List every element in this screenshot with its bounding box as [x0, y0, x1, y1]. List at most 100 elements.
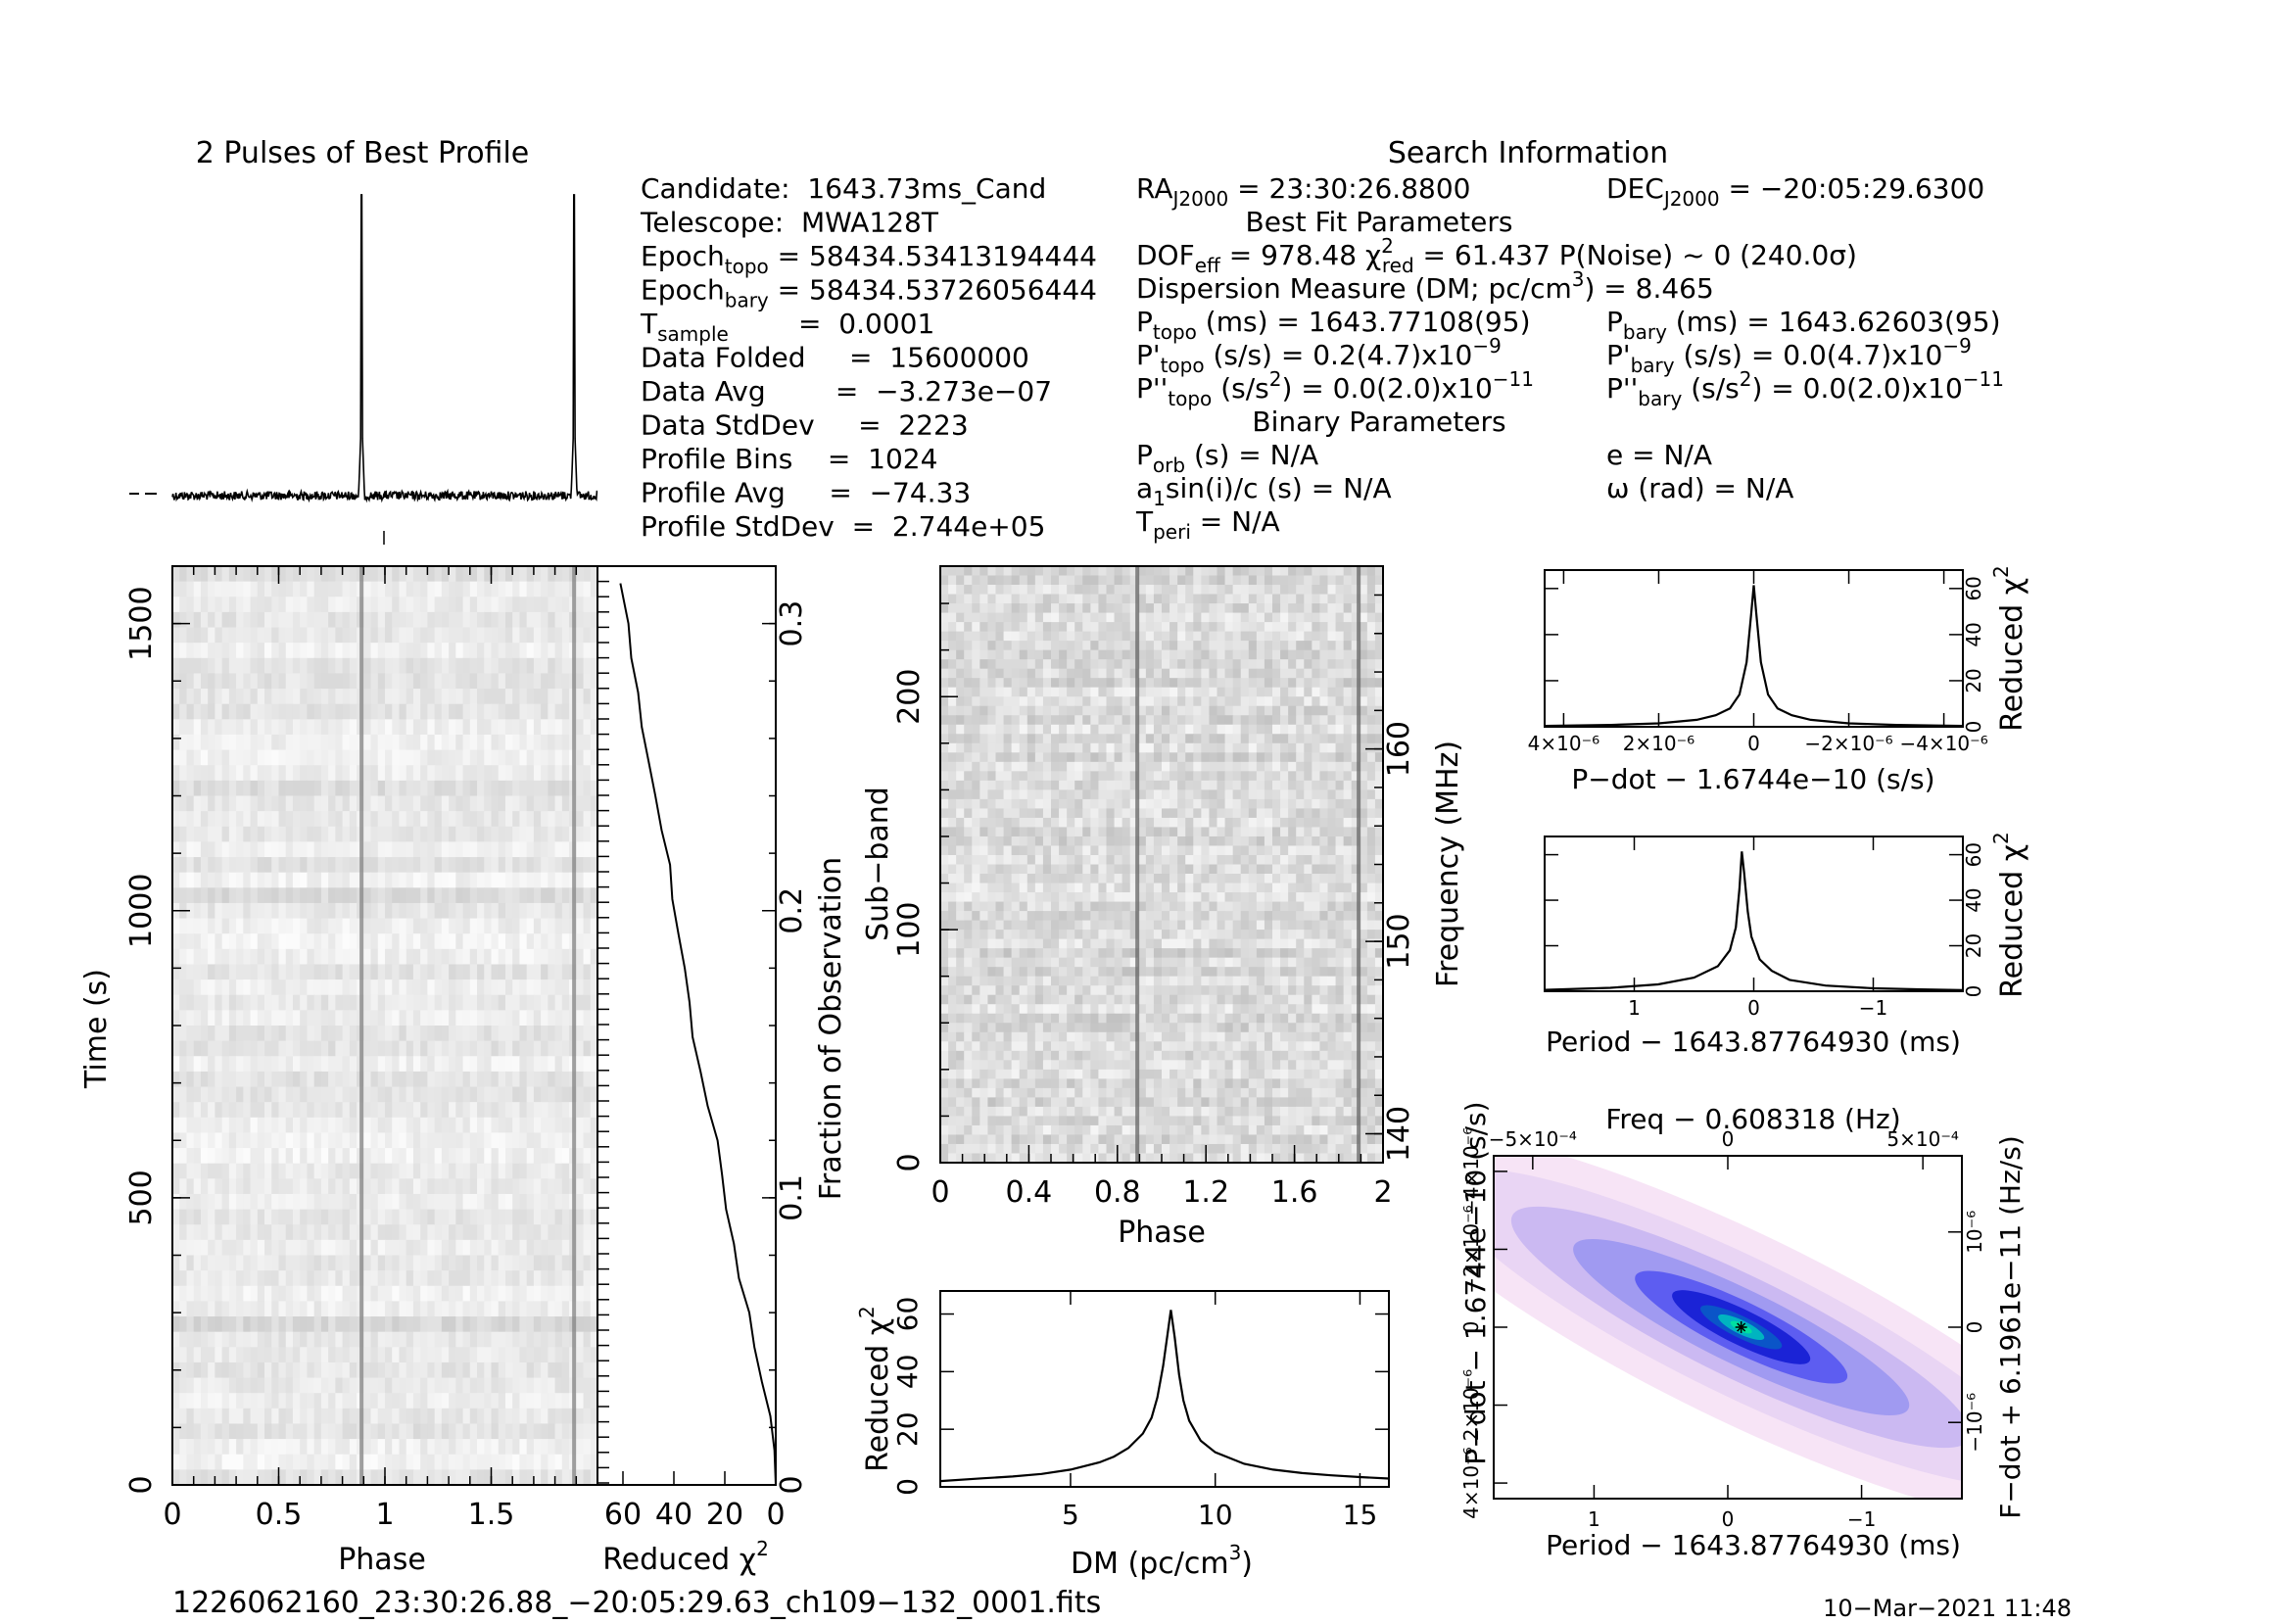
- pixel-cell: [1169, 585, 1178, 595]
- pixel-cell: [350, 781, 358, 796]
- pixel-cell: [201, 1194, 209, 1210]
- pixel-cell: [215, 1194, 222, 1210]
- pixel-cell: [236, 1301, 244, 1316]
- pixel-cell: [186, 873, 194, 888]
- pixel-cell: [172, 1056, 180, 1072]
- pixel-cell: [328, 643, 336, 658]
- pixel-cell: [378, 643, 386, 658]
- pixel-cell: [534, 765, 542, 781]
- pixel-cell: [258, 1118, 265, 1133]
- pixel-cell: [455, 796, 463, 812]
- pixel-cell: [1082, 688, 1091, 697]
- pixel-cell: [1090, 659, 1099, 669]
- pixel-cell: [229, 949, 237, 965]
- pixel-cell: [427, 1102, 435, 1118]
- pixel-cell: [534, 582, 542, 597]
- pixel-cell: [484, 1148, 492, 1164]
- pixel-cell: [519, 1132, 527, 1148]
- pixel-cell: [1367, 696, 1376, 706]
- pixel-cell: [470, 765, 478, 781]
- pixel-cell: [1004, 706, 1013, 716]
- pixel-cell: [392, 781, 400, 796]
- pixel-cell: [371, 1194, 379, 1210]
- pixel-cell: [463, 796, 471, 812]
- pixel-cell: [321, 949, 329, 965]
- pixel-cell: [1217, 566, 1226, 576]
- pixel-cell: [576, 1056, 584, 1072]
- pixel-cell: [492, 566, 500, 582]
- pixel-cell: [484, 1132, 492, 1148]
- pixel-cell: [399, 1301, 406, 1316]
- pixel-cell: [1146, 641, 1155, 650]
- pixel-cell: [548, 933, 555, 949]
- pixel-cell: [314, 1194, 322, 1210]
- pixel-cell: [1265, 603, 1273, 613]
- pixel-cell: [314, 1240, 322, 1256]
- pixel-cell: [964, 650, 973, 660]
- pixel-cell: [307, 857, 314, 873]
- pixel-cell: [186, 1455, 194, 1470]
- pixel-cell: [420, 1439, 428, 1455]
- pixel-cell: [186, 1210, 194, 1225]
- pixel-cell: [363, 1469, 371, 1485]
- pixel-cell: [442, 1056, 450, 1072]
- pixel-cell: [548, 1026, 555, 1041]
- pixel-cell: [343, 919, 351, 934]
- pixel-cell: [1043, 603, 1052, 613]
- pixel-cell: [420, 903, 428, 919]
- pixel-cell: [392, 1132, 400, 1148]
- pixel-cell: [492, 1072, 500, 1087]
- pixel-cell: [243, 750, 251, 766]
- y-tick-label: 0.1: [775, 1174, 809, 1221]
- pixel-cell: [940, 669, 949, 679]
- pixel-cell: [964, 622, 973, 632]
- pixel-cell: [519, 689, 527, 704]
- pixel-cell: [463, 1347, 471, 1362]
- pixel-cell: [1296, 706, 1305, 716]
- pixel-cell: [1344, 585, 1353, 595]
- pixel-cell: [363, 1087, 371, 1103]
- pixel-cell: [179, 735, 187, 750]
- pixel-cell: [505, 1423, 513, 1439]
- pixel-cell: [1328, 603, 1337, 613]
- pixel-cell: [1233, 696, 1242, 706]
- pixel-cell: [271, 995, 279, 1011]
- pixel-cell: [406, 933, 414, 949]
- pixel-cell: [328, 1240, 336, 1256]
- pixel-cell: [576, 1455, 584, 1470]
- pixel-cell: [1027, 743, 1036, 753]
- pixel-cell: [350, 796, 358, 812]
- pixel-cell: [996, 566, 1005, 576]
- pixel-cell: [371, 750, 379, 766]
- pixel-cell: [186, 1256, 194, 1271]
- pixel-cell: [413, 949, 421, 965]
- pixel-cell: [1020, 669, 1028, 679]
- pixel-cell: [484, 873, 492, 888]
- pixel-cell: [229, 628, 237, 644]
- pixel-cell: [555, 1118, 563, 1133]
- pixel-cell: [562, 964, 570, 979]
- pixel-cell: [363, 735, 371, 750]
- pixel-cell: [477, 796, 485, 812]
- pixel-cell: [463, 1240, 471, 1256]
- pixel-cell: [1233, 706, 1242, 716]
- pixel-cell: [527, 796, 535, 812]
- pixel-cell: [1312, 715, 1320, 725]
- pixel-cell: [548, 612, 555, 628]
- pixel-cell: [505, 873, 513, 888]
- pixel-cell: [371, 1256, 379, 1271]
- pixel-cell: [243, 1010, 251, 1026]
- pixel-cell: [541, 1056, 549, 1072]
- pixel-cell: [1154, 585, 1163, 595]
- pixel-cell: [258, 719, 265, 735]
- pixel-cell: [1082, 595, 1091, 604]
- pixel-cell: [555, 1102, 563, 1118]
- pixel-cell: [972, 734, 980, 743]
- pixel-cell: [328, 704, 336, 720]
- pixel-cell: [172, 1393, 180, 1409]
- pixel-cell: [186, 1316, 194, 1332]
- pixel-cell: [1328, 622, 1337, 632]
- pixel-cell: [463, 1010, 471, 1026]
- pixel-cell: [194, 628, 202, 644]
- pixel-cell: [222, 612, 230, 628]
